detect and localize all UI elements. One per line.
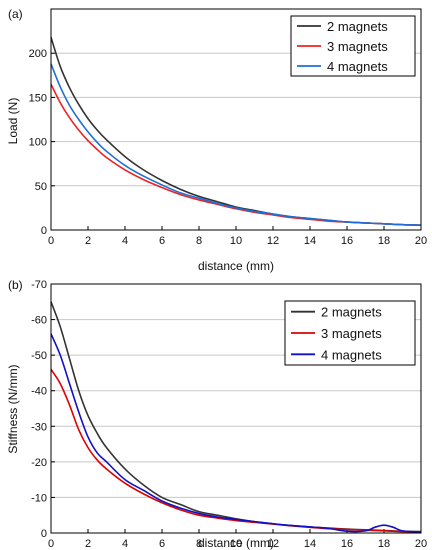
panel-a-series-line-4-magnets bbox=[50, 63, 422, 226]
panel-b-x-tick-label: 20 bbox=[415, 538, 427, 550]
panel-a-x-tick-label: 4 bbox=[122, 235, 128, 247]
panel-a-x-axis-label: distance (mm) bbox=[198, 259, 274, 273]
panel-b-y-tick-label: -20 bbox=[31, 457, 47, 469]
panel-b-x-tick-label: 6 bbox=[159, 538, 165, 550]
panel-a-legend-label: 4 magnets bbox=[327, 59, 388, 74]
panel-a-x-tick-label: 20 bbox=[415, 235, 427, 247]
panel-b-y-tick-label: -30 bbox=[31, 421, 47, 433]
panel-a-label: (a) bbox=[8, 7, 23, 21]
panel-a-x-tick-label: 8 bbox=[196, 235, 202, 247]
panel-b-legend-label: 4 magnets bbox=[321, 347, 382, 362]
panel-b-y-tick-label: -60 bbox=[31, 315, 47, 327]
panel-b-series-line-3-magnets bbox=[50, 368, 422, 533]
chart-panel-a: (a) Load (N) distance (mm) 0 50 100 150 200 0… bbox=[6, 7, 427, 273]
panel-b-x-axis-label: distance (mm) bbox=[198, 536, 274, 550]
panel-a-y-tick-label: 100 bbox=[29, 137, 47, 149]
panel-a-y-tick-label: 50 bbox=[35, 181, 47, 193]
panel-b-legend-label: 3 magnets bbox=[321, 326, 382, 341]
panel-a-plot-frame bbox=[50, 8, 422, 231]
panel-b-x-tick-label: 0 bbox=[48, 538, 54, 550]
panel-b-y-axis-label: Stiffness (N/mm) bbox=[6, 364, 20, 453]
panel-b-x-tick-label: 16 bbox=[341, 538, 353, 550]
panel-a-x-tick-label: 12 bbox=[267, 235, 279, 247]
panel-b-y-tick-label: -40 bbox=[31, 386, 47, 398]
chart-panel-b: (b) Stiffness (N/mm) distance (mm) 0 -10 -… bbox=[6, 278, 427, 550]
panel-a-legend-label: 3 magnets bbox=[327, 39, 388, 54]
panel-a-y-tick-label: 200 bbox=[29, 48, 47, 60]
panel-a-x-tick-label: 0 bbox=[48, 235, 54, 247]
panel-a-y-tick-label: 0 bbox=[41, 225, 47, 237]
panel-a-y-tick-label: 150 bbox=[29, 92, 47, 104]
panel-b-y-tick-label: 0 bbox=[41, 528, 47, 540]
panel-b-x-tick-label: 2 bbox=[85, 538, 91, 550]
panel-b-y-tick-label: -50 bbox=[31, 350, 47, 362]
panel-b-y-tick-label: -10 bbox=[31, 492, 47, 504]
panel-a-x-tick-label: 10 bbox=[230, 235, 242, 247]
panel-a-x-tick-label: 16 bbox=[341, 235, 353, 247]
panel-a-x-tick-label: 18 bbox=[378, 235, 390, 247]
panel-b-legend-label: 2 magnets bbox=[321, 305, 382, 320]
panel-a-y-axis-label: Load (N) bbox=[6, 98, 20, 145]
panel-a-x-tick-label: 6 bbox=[159, 235, 165, 247]
panel-b-series-line-4-magnets bbox=[50, 333, 422, 533]
panel-b-x-tick-label: 12 bbox=[267, 538, 279, 550]
panel-a-legend-label: 2 magnets bbox=[327, 19, 388, 34]
panel-b-plot-frame bbox=[50, 283, 422, 534]
panel-b-x-tick-label: 8 bbox=[196, 538, 202, 550]
panel-b-x-tick-label: 14 bbox=[304, 538, 316, 550]
panel-b-x-tick-label: 18 bbox=[378, 538, 390, 550]
panel-a-series-line-3-magnets bbox=[50, 83, 422, 226]
panel-a-x-tick-label: 2 bbox=[85, 235, 91, 247]
panel-b-label: (b) bbox=[8, 278, 23, 292]
panel-a-x-tick-label: 14 bbox=[304, 235, 316, 247]
panel-b-y-tick-label: -70 bbox=[31, 279, 47, 291]
panel-b-x-tick-label: 4 bbox=[122, 538, 128, 550]
panel-b-x-tick-label: 10 bbox=[230, 538, 242, 550]
